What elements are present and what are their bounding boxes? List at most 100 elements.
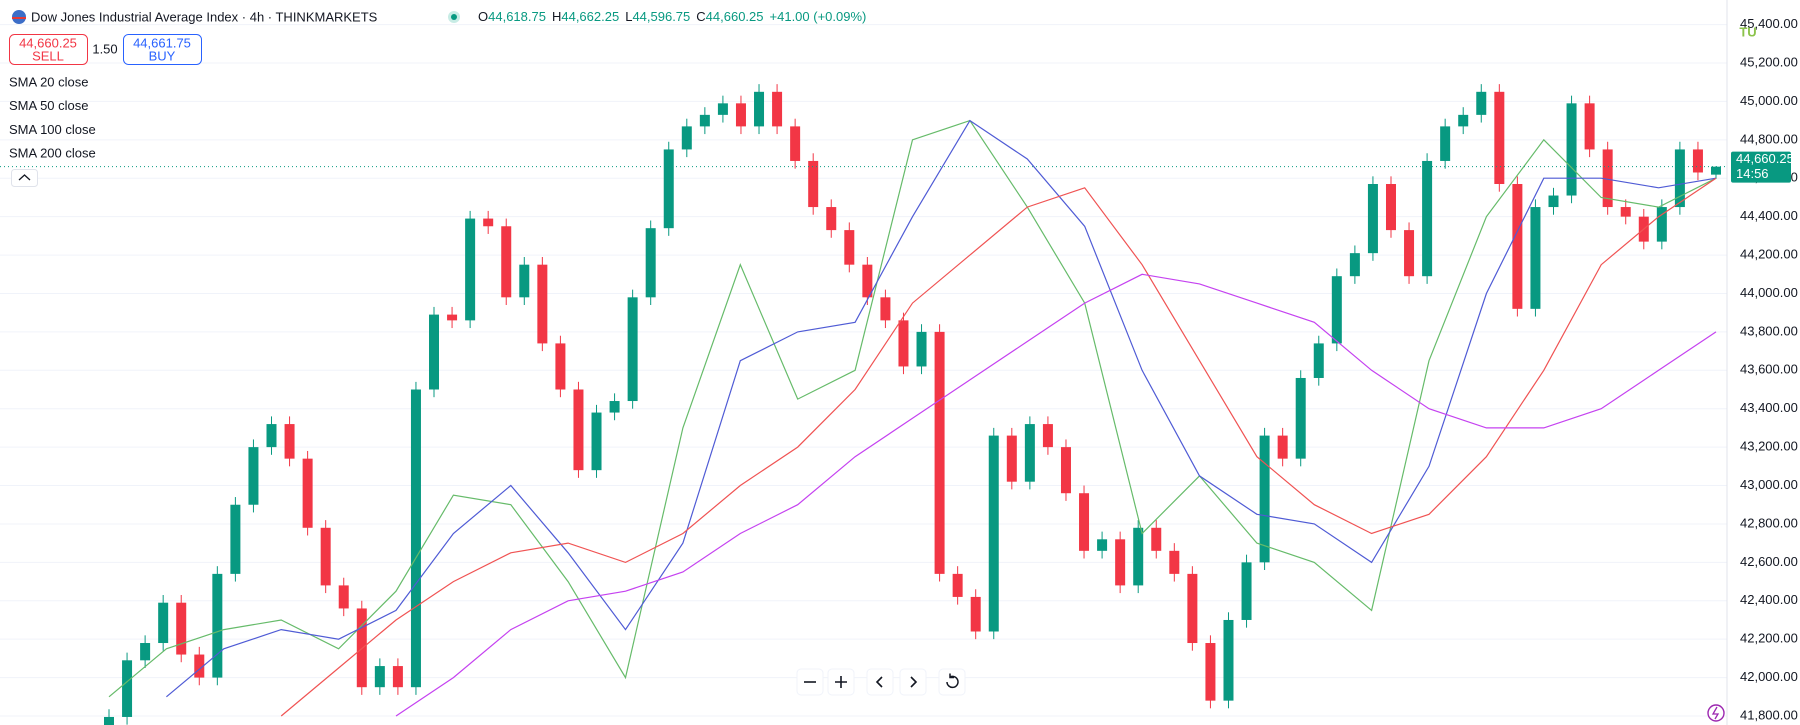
candle-body bbox=[1331, 276, 1342, 344]
candle-body bbox=[1241, 562, 1252, 620]
candle-body bbox=[519, 264, 530, 298]
buy-price: 44,661.75 bbox=[133, 35, 191, 50]
ohlc-label: H bbox=[552, 9, 561, 24]
collapse-button[interactable] bbox=[11, 169, 38, 187]
y-tick-label: 44,800.00 bbox=[1740, 131, 1798, 146]
candle-body bbox=[1548, 195, 1559, 208]
candle-body bbox=[1205, 643, 1216, 701]
candle-body bbox=[1584, 103, 1595, 150]
candle-body bbox=[1313, 343, 1324, 378]
candle-body bbox=[338, 585, 349, 609]
candle-body bbox=[1404, 230, 1415, 277]
indicator-legend: SMA 20 close SMA 50 close SMA 100 close SMA… bbox=[9, 74, 96, 160]
candle-body bbox=[862, 264, 873, 298]
candle-body bbox=[266, 424, 277, 448]
y-tick-label: 42,400.00 bbox=[1740, 592, 1798, 607]
candle-body bbox=[320, 527, 331, 586]
candle-body bbox=[537, 264, 548, 344]
candle-body bbox=[1602, 149, 1613, 208]
scroll-right-icon bbox=[910, 676, 918, 688]
candle-body bbox=[1656, 207, 1667, 242]
ohlc-label: L bbox=[625, 9, 632, 24]
candle-body bbox=[1458, 114, 1469, 127]
sell-button[interactable] bbox=[9, 34, 88, 65]
y-tick-label: 43,400.00 bbox=[1740, 400, 1798, 415]
candle-body bbox=[699, 114, 710, 127]
candle-body bbox=[591, 412, 602, 471]
ohlc-label: O bbox=[478, 9, 488, 24]
y-tick-label: 42,200.00 bbox=[1740, 631, 1798, 646]
candle-body bbox=[447, 314, 458, 321]
candle-body bbox=[1060, 447, 1071, 494]
candle-body bbox=[627, 297, 638, 402]
candle-body bbox=[1620, 207, 1631, 217]
scroll-right-button[interactable] bbox=[899, 668, 927, 696]
y-tick-label: 45,400.00 bbox=[1740, 16, 1798, 31]
y-tick-label: 42,800.00 bbox=[1740, 515, 1798, 530]
ohlc-value: 44,662.25 bbox=[561, 9, 619, 24]
candle-body bbox=[772, 91, 783, 127]
candle-body bbox=[1024, 424, 1035, 482]
candle-body bbox=[1115, 539, 1126, 586]
price-axis: 41,800.00 42,000.00 42,200.00 42,400.00 42,6… bbox=[1731, 16, 1798, 722]
sma-line bbox=[166, 119, 1717, 698]
candle-body bbox=[501, 226, 512, 298]
candle-body bbox=[1006, 435, 1017, 482]
candle-body bbox=[1349, 253, 1360, 277]
candle-body bbox=[194, 654, 205, 678]
candle-body bbox=[1711, 166, 1721, 175]
candle-body bbox=[483, 218, 494, 227]
candle-body bbox=[158, 602, 169, 644]
candle-body bbox=[573, 389, 584, 471]
logo: TU bbox=[1739, 24, 1756, 39]
candle-body bbox=[1440, 126, 1451, 161]
ohlc-legend: O44,618.75 H44,662.25 L44,596.75 C44,660.25… bbox=[478, 9, 866, 24]
countdown-label: 14:56 bbox=[1736, 166, 1769, 181]
candle-body bbox=[555, 343, 566, 390]
y-tick-label: 43,200.00 bbox=[1740, 439, 1798, 454]
candle-body bbox=[1133, 527, 1144, 586]
sma-line bbox=[280, 177, 1717, 717]
plot bbox=[0, 84, 1727, 725]
candle-body bbox=[1367, 184, 1378, 254]
y-tick-label: 41,800.00 bbox=[1740, 707, 1798, 722]
candle-body bbox=[1566, 103, 1577, 196]
candle-body bbox=[808, 160, 819, 208]
candle-body bbox=[1476, 91, 1487, 115]
candle-body bbox=[1385, 184, 1396, 231]
last-price-label: 44,660.25 bbox=[1736, 151, 1794, 166]
scroll-left-icon bbox=[875, 676, 883, 688]
candle-body bbox=[735, 103, 746, 127]
candle-body bbox=[826, 207, 837, 231]
reset-icon bbox=[946, 673, 959, 689]
y-tick-label: 44,200.00 bbox=[1740, 247, 1798, 262]
candle-body bbox=[1674, 149, 1685, 208]
candle-body bbox=[1097, 539, 1108, 551]
buy-button[interactable] bbox=[123, 34, 202, 65]
last-price-box bbox=[1731, 151, 1791, 183]
candle-body bbox=[1187, 573, 1198, 644]
candle-body bbox=[970, 596, 981, 632]
lightning-icon bbox=[1711, 706, 1720, 720]
sma-line bbox=[108, 119, 1717, 698]
collapse-icon bbox=[18, 174, 31, 181]
scroll-left-button[interactable] bbox=[866, 668, 894, 696]
y-tick-label: 42,000.00 bbox=[1740, 669, 1798, 684]
candle-body bbox=[1494, 91, 1505, 185]
candle-body bbox=[790, 126, 801, 161]
candle-body bbox=[1259, 435, 1270, 563]
reset-button[interactable] bbox=[938, 668, 966, 696]
lightning-button[interactable] bbox=[1707, 704, 1725, 722]
candle-body bbox=[302, 458, 313, 528]
ohlc-value: 44,660.25 bbox=[706, 9, 764, 24]
sell-price: 44,660.25 bbox=[19, 35, 77, 50]
candle-body bbox=[122, 660, 133, 717]
candle-body bbox=[844, 230, 855, 265]
candle-body bbox=[1530, 207, 1541, 309]
indicator-label: SMA 50 close bbox=[9, 98, 89, 113]
candle-body bbox=[374, 666, 385, 688]
y-tick-label: 42,600.00 bbox=[1740, 554, 1798, 569]
ohlc-change: +41.00 (+0.09%) bbox=[770, 9, 867, 24]
candle-body bbox=[717, 103, 728, 115]
